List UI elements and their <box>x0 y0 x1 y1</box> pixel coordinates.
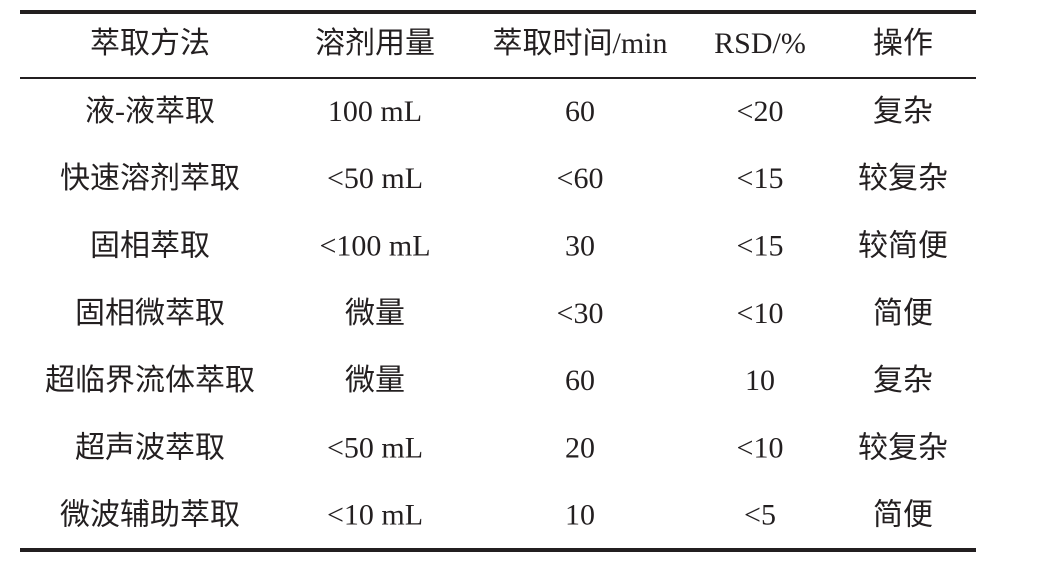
cell: <15 <box>737 162 784 195</box>
cell: 30 <box>565 229 595 262</box>
cell: 60 <box>565 364 595 397</box>
cell: <10 mL <box>327 499 423 532</box>
cell: 10 <box>565 499 595 532</box>
cell: 60 <box>565 95 595 128</box>
cell: <10 <box>737 431 784 464</box>
cell: <5 <box>744 499 776 532</box>
cell: 固相萃取 <box>90 229 210 262</box>
cell: 固相微萃取 <box>75 297 225 330</box>
header-cell: 操作 <box>873 27 933 60</box>
cell: 100 mL <box>328 95 422 128</box>
cell: <30 <box>557 297 604 330</box>
cell: 微波辅助萃取 <box>60 499 240 532</box>
cell: 液-液萃取 <box>85 95 215 128</box>
header-cell: 溶剂用量 <box>315 27 435 60</box>
cell: 较复杂 <box>858 431 948 464</box>
cell: 20 <box>565 431 595 464</box>
cell: <50 mL <box>327 431 423 464</box>
cell: 较简便 <box>858 229 948 262</box>
cell: 复杂 <box>873 364 933 397</box>
cell: <20 <box>737 95 784 128</box>
cell: 简便 <box>873 499 933 532</box>
cell: 微量 <box>345 364 405 397</box>
cell: 复杂 <box>873 95 933 128</box>
cell: 10 <box>745 364 775 397</box>
header-cell: 萃取时间/min <box>492 27 667 60</box>
header-cell: 萃取方法 <box>90 27 210 60</box>
cell: 超声波萃取 <box>75 431 225 464</box>
cell: <15 <box>737 229 784 262</box>
cell: 超临界流体萃取 <box>45 364 255 397</box>
cell: <50 mL <box>327 162 423 195</box>
cell: 快速溶剂萃取 <box>60 162 240 195</box>
cell: <100 mL <box>319 229 430 262</box>
header-cell: RSD/% <box>714 27 806 60</box>
cell: <60 <box>557 162 604 195</box>
cell: 较复杂 <box>858 162 948 195</box>
cell: 微量 <box>345 297 405 330</box>
cell: 简便 <box>873 297 933 330</box>
cell: <10 <box>737 297 784 330</box>
